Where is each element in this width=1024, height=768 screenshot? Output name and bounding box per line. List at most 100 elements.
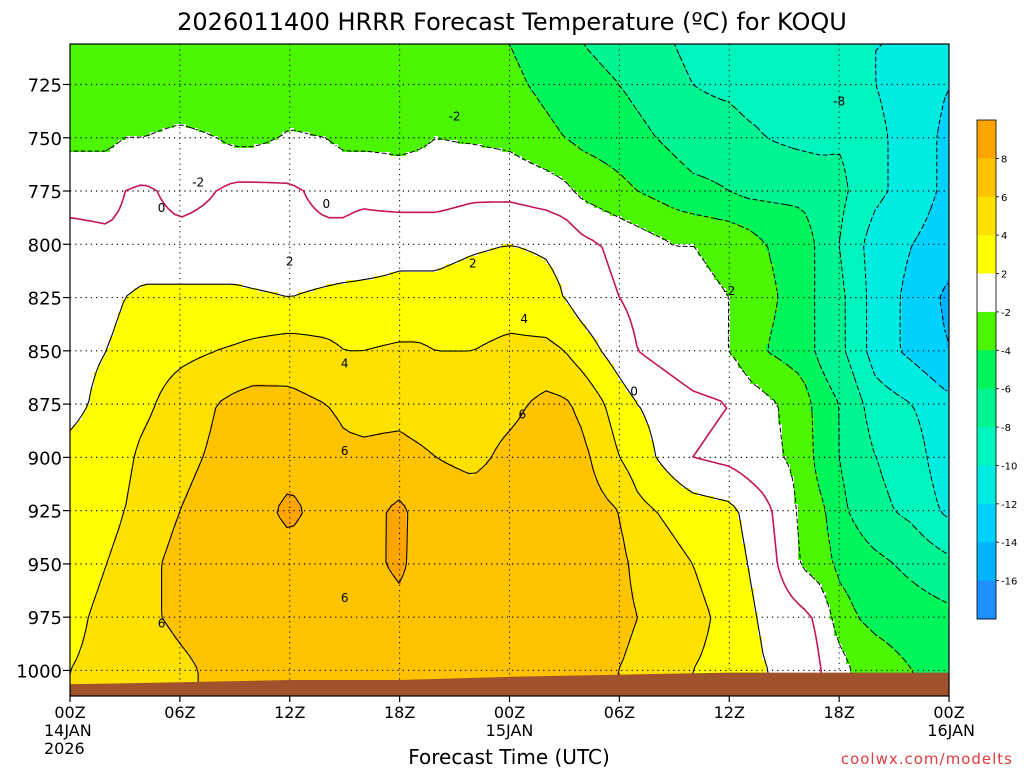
field-cell bbox=[854, 608, 949, 613]
field-cell bbox=[162, 576, 395, 581]
field-cell bbox=[586, 44, 675, 49]
field-cell bbox=[858, 388, 891, 393]
field-cell bbox=[406, 528, 623, 533]
field-cell bbox=[74, 664, 195, 669]
field-cell bbox=[638, 224, 743, 229]
field-cell bbox=[574, 188, 639, 193]
field-cell bbox=[934, 488, 949, 493]
field-cell bbox=[218, 404, 327, 409]
field-cell bbox=[626, 548, 683, 553]
field-cell bbox=[810, 224, 843, 229]
field-cell bbox=[654, 440, 783, 445]
field-cell bbox=[830, 532, 863, 537]
field-cell bbox=[826, 528, 859, 533]
temperature-fill-layer bbox=[70, 44, 949, 696]
field-cell bbox=[874, 64, 949, 69]
field-cell bbox=[82, 412, 151, 417]
field-cell bbox=[630, 632, 707, 637]
field-cell bbox=[690, 560, 747, 565]
field-cell bbox=[202, 460, 447, 465]
colorbar-swatch bbox=[977, 427, 996, 466]
field-cell bbox=[910, 664, 949, 669]
colorbar-label: -10 bbox=[1001, 461, 1017, 472]
field-cell bbox=[850, 512, 899, 517]
field-cell bbox=[70, 472, 131, 477]
field-cell bbox=[730, 308, 779, 313]
field-cell bbox=[882, 108, 943, 113]
field-cell bbox=[70, 324, 115, 329]
field-cell bbox=[886, 164, 939, 169]
field-cell bbox=[610, 164, 687, 169]
field-cell bbox=[694, 84, 879, 89]
field-cell bbox=[838, 408, 867, 413]
field-cell bbox=[930, 208, 949, 213]
field-cell bbox=[846, 352, 867, 357]
field-cell bbox=[694, 244, 767, 249]
field-cell bbox=[878, 460, 927, 465]
field-cell bbox=[778, 412, 815, 417]
contour-line bbox=[276, 493, 409, 584]
field-cell bbox=[118, 140, 223, 145]
field-cell bbox=[906, 268, 949, 273]
field-cell bbox=[810, 408, 839, 413]
field-cell bbox=[902, 304, 943, 309]
field-cell bbox=[82, 640, 179, 645]
field-cell bbox=[782, 436, 815, 441]
field-cell bbox=[826, 508, 851, 513]
field-cell bbox=[886, 488, 935, 493]
field-cell bbox=[186, 648, 627, 653]
field-cell bbox=[118, 532, 171, 537]
field-cell bbox=[938, 152, 949, 157]
field-cell bbox=[902, 316, 943, 321]
field-cell bbox=[778, 356, 819, 361]
field-cell bbox=[686, 72, 875, 77]
field-cell bbox=[182, 508, 279, 513]
field-cell bbox=[598, 484, 635, 489]
field-cell bbox=[158, 400, 219, 405]
field-cell bbox=[666, 468, 791, 473]
field-cell bbox=[174, 372, 587, 377]
field-cell bbox=[682, 160, 843, 165]
field-cell bbox=[70, 84, 531, 89]
field-cell bbox=[386, 564, 407, 569]
field-cell bbox=[70, 100, 539, 105]
field-cell bbox=[910, 356, 949, 361]
field-cell bbox=[78, 652, 191, 657]
field-cell bbox=[70, 236, 663, 241]
field-cell bbox=[106, 564, 163, 569]
field-cell bbox=[626, 556, 691, 561]
field-cell bbox=[118, 316, 579, 321]
field-cell bbox=[122, 520, 175, 525]
field-cell bbox=[102, 572, 163, 577]
field-cell bbox=[802, 208, 847, 213]
field-cell bbox=[838, 452, 875, 457]
field-cell bbox=[206, 448, 427, 453]
field-cell bbox=[838, 436, 871, 441]
field-cell bbox=[386, 552, 407, 557]
field-cell bbox=[782, 440, 815, 445]
field-cell bbox=[926, 220, 949, 225]
field-cell bbox=[70, 108, 547, 113]
field-cell bbox=[814, 332, 847, 337]
field-cell bbox=[930, 468, 949, 473]
field-cell bbox=[714, 272, 775, 277]
field-cell bbox=[398, 580, 403, 585]
field-cell bbox=[630, 564, 695, 569]
x-tick-label: 06Z bbox=[164, 703, 195, 722]
field-cell bbox=[630, 220, 731, 225]
field-cell bbox=[846, 168, 887, 173]
field-cell bbox=[834, 152, 839, 157]
field-cell bbox=[902, 300, 943, 305]
field-cell bbox=[138, 444, 207, 449]
field-cell bbox=[854, 380, 883, 385]
field-cell bbox=[586, 200, 663, 205]
field-cell bbox=[698, 576, 751, 581]
field-cell bbox=[210, 432, 355, 437]
field-cell bbox=[746, 564, 803, 569]
field-cell bbox=[866, 240, 915, 245]
field-cell bbox=[70, 44, 511, 49]
colorbar-label: 6 bbox=[1001, 193, 1007, 204]
field-cell bbox=[590, 460, 623, 465]
field-cell bbox=[406, 544, 627, 549]
field-cell bbox=[234, 392, 307, 397]
